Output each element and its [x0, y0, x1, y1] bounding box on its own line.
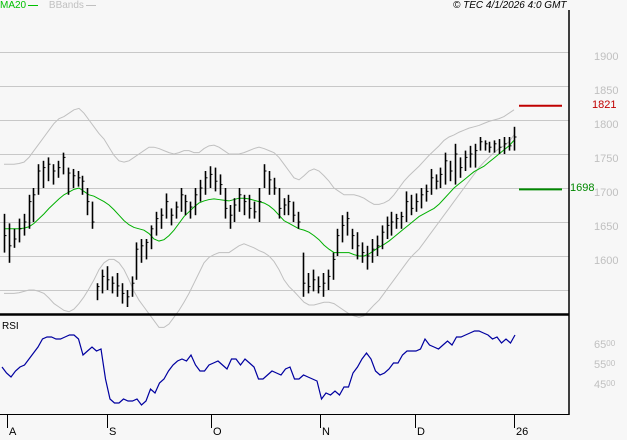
x-axis-label: 26 — [516, 426, 529, 438]
x-axis-label: D — [417, 426, 425, 438]
price-axis-label: 1900 — [594, 51, 619, 63]
resistance-level-label: 1821 — [592, 98, 617, 111]
bollinger-bands — [4, 107, 515, 328]
support-level-label: 1698 — [570, 182, 595, 195]
rsi-axis-label: 4500 — [594, 379, 616, 391]
x-axis-label: S — [109, 426, 117, 438]
price-axis-label: 1850 — [594, 85, 619, 97]
legend-bbands-swatch — [85, 4, 96, 6]
x-axis-label: A — [9, 426, 17, 438]
price-axis-label: 1800 — [594, 119, 619, 131]
x-axis-label: N — [322, 426, 330, 438]
x-axis-label: O — [213, 426, 222, 438]
chart-legend: MA20 BBands — [0, 0, 96, 11]
price-axis-label: 1600 — [594, 255, 619, 267]
x-axis-ticks — [7, 415, 515, 428]
price-gridlines — [0, 52, 569, 291]
rsi-panel-title: RSI — [2, 321, 19, 332]
rsi-axis-label: 6500 — [594, 339, 616, 351]
price-axis-label: 1700 — [594, 187, 619, 199]
legend-ma20-swatch — [28, 4, 39, 6]
legend-bbands: BBands — [48, 0, 84, 11]
legend-ma20: MA20 — [0, 0, 27, 11]
price-levels — [519, 104, 562, 191]
copyright-timestamp: © TEC 4/1/2026 4:0 GMT — [453, 0, 567, 11]
ohlc-bars — [3, 126, 517, 307]
price-axis-label: 1650 — [594, 221, 619, 233]
chart-frame — [0, 10, 570, 415]
rsi-line — [1, 330, 516, 406]
rsi-axis-label: 5500 — [594, 359, 616, 371]
price-axis-label: 1750 — [594, 153, 619, 165]
